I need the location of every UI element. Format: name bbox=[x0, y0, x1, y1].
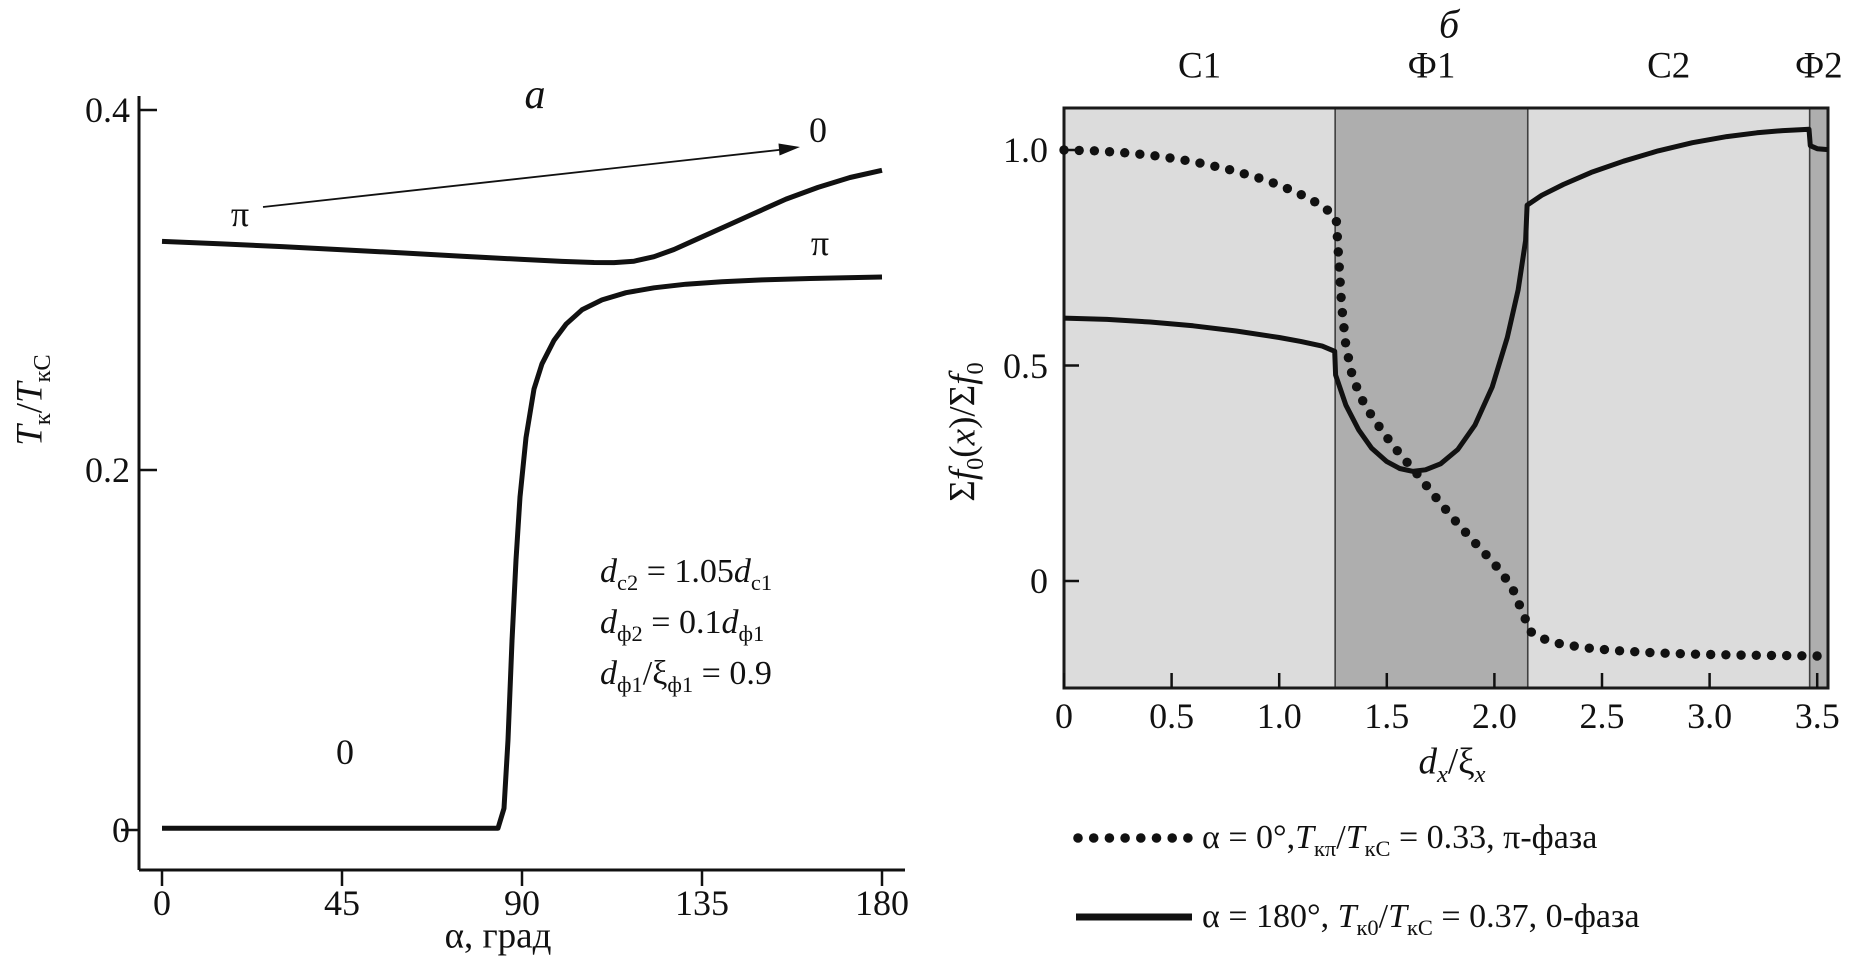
panel-b-title: б bbox=[1438, 1, 1460, 47]
panel-a-curve-label-zero-end: 0 bbox=[809, 110, 827, 150]
panel-b-x-tick-label: 0 bbox=[1055, 696, 1073, 736]
panel-b-region-label-Ф2: Ф2 bbox=[1794, 45, 1843, 87]
panel-a-annotation-line-1: dc2 = 1.05dc1 bbox=[600, 553, 773, 595]
panel-b-x-tick-label: 3.0 bbox=[1687, 696, 1733, 736]
panel-b-group bbox=[1059, 106, 1830, 690]
legend-dotted-swatch-dot bbox=[1151, 833, 1162, 843]
panel-b-region-label-Ф1: Ф1 bbox=[1407, 45, 1456, 87]
panel-b-x-tick-label: 2.5 bbox=[1579, 696, 1625, 736]
legend-entry-0-phase-text: α = 180°, Tк0/TкС = 0.37, 0-фаза bbox=[1202, 898, 1640, 940]
legend-dotted-swatch-dot bbox=[1120, 833, 1130, 843]
panel-a-group bbox=[121, 96, 905, 886]
panel-b-region-label-C1: C1 bbox=[1177, 45, 1222, 87]
panel-b-region-C2 bbox=[1527, 108, 1810, 688]
panel-a-x-tick-label: 90 bbox=[504, 883, 540, 923]
panel-a-x-tick-label: 45 bbox=[324, 883, 360, 923]
legend-dotted-swatch-dot bbox=[1136, 833, 1146, 843]
legend-dotted-swatch-dot bbox=[1088, 833, 1099, 843]
panel-b-x-tick-label: 1.5 bbox=[1364, 696, 1410, 736]
panel-a-x-tick-label: 180 bbox=[855, 883, 909, 923]
panel-a-curve-lower-branch-0-to-pi bbox=[162, 274, 883, 831]
panel-b-x-tick-label: 0.5 bbox=[1149, 696, 1195, 736]
legend-dotted-swatch-dot bbox=[1167, 833, 1177, 843]
legend-dotted-swatch-dot bbox=[1183, 833, 1193, 843]
panel-b-plot-box bbox=[1062, 106, 1830, 690]
panel-b-region-label-C2: C2 bbox=[1647, 45, 1691, 87]
panel-a-title: a bbox=[524, 72, 546, 118]
legend-swatches bbox=[1073, 833, 1193, 921]
legend-entry-pi-phase-text: α = 0°,Tкπ/TкС = 0.33, π-фаза bbox=[1202, 819, 1598, 861]
panel-b-x-axis-label: dx/ξx bbox=[1418, 741, 1486, 788]
legend-dotted-swatch-dot bbox=[1104, 833, 1115, 843]
panel-a-curve-upper-branch-pi-to-0 bbox=[161, 167, 883, 266]
panel-a-y-tick-label: 0.4 bbox=[85, 90, 130, 130]
panel-a-annotation-line-2: dф2 = 0.1dф1 bbox=[600, 604, 765, 646]
panel-b-y-tick-label: 1.0 bbox=[1003, 130, 1048, 170]
panel-a-curve-label-zero-flat: 0 bbox=[336, 732, 354, 772]
panel-b-y-tick-label: 0.5 bbox=[1003, 345, 1048, 386]
pi-to-zero-arrow-line bbox=[262, 148, 784, 208]
panel-a-y-tick-label: 0.2 bbox=[85, 450, 130, 490]
panel-b-curve-alpha-0-pi-phase bbox=[1059, 145, 1822, 661]
panel-b-x-tick-label: 2.0 bbox=[1471, 696, 1517, 736]
panel-b-region-C1 bbox=[1064, 108, 1336, 688]
panel-a-curve-label-pi-end: π bbox=[810, 223, 830, 263]
panel-b-x-tick-label: 3.5 bbox=[1794, 696, 1840, 736]
panel-b-x-tick-label: 1.0 bbox=[1256, 696, 1302, 736]
panel-b-curve-alpha-180-0-phase bbox=[1063, 126, 1829, 474]
panel-b-region-Ф1 bbox=[1335, 108, 1528, 688]
pi-to-zero-arrowhead bbox=[778, 143, 800, 156]
panel-b-region-Ф2 bbox=[1809, 108, 1828, 688]
panel-a-x-tick-label: 135 bbox=[675, 883, 729, 923]
panel-a-curve-label-pi-start: π bbox=[230, 194, 250, 234]
panel-a-y-tick-label: 0 bbox=[112, 810, 130, 850]
legend-dotted-swatch-dot bbox=[1073, 833, 1083, 843]
panel-a-y-axis-label: Tк/TкС bbox=[9, 354, 56, 446]
panel-a-annotation-line-3: dф1/ξф1 = 0.9 bbox=[600, 655, 772, 697]
panel-a-x-tick-label: 0 bbox=[153, 883, 171, 923]
panel-a-x-axis-label: α, град bbox=[444, 915, 552, 957]
panel-b-y-tick-label: 0 bbox=[1030, 561, 1048, 601]
